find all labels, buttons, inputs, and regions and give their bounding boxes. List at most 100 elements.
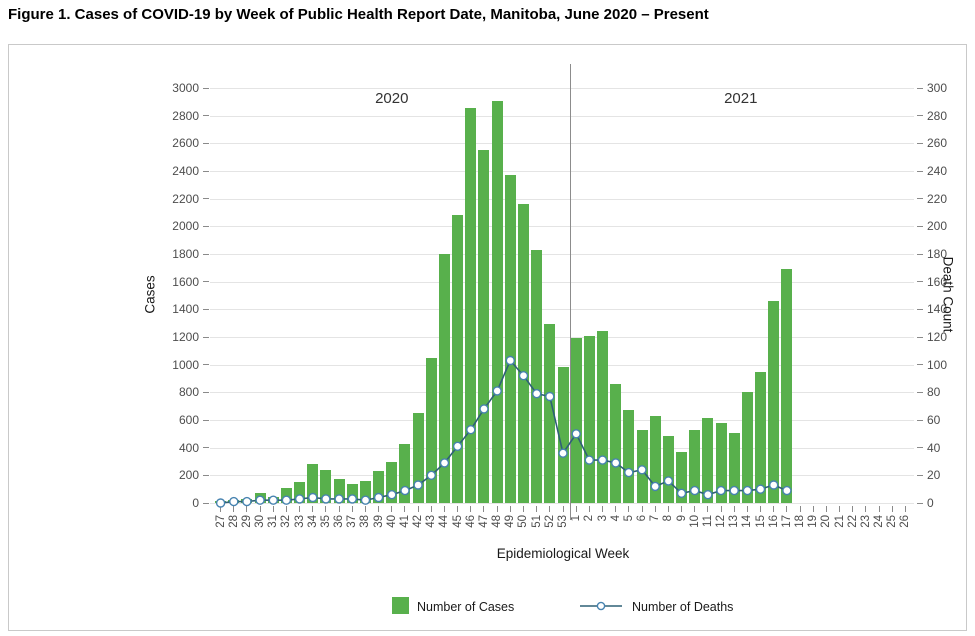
bar-week-5-2021 xyxy=(623,410,635,503)
x-tick-label-week-53-2020: 53 xyxy=(557,515,569,528)
y-left-tick-label-2600: 2600 xyxy=(172,136,199,151)
x-tick-label-week-51-2020: 51 xyxy=(530,515,543,528)
legend-cases-swatch xyxy=(392,597,409,614)
x-tick-week-49-2020 xyxy=(509,506,511,512)
bar-week-10-2021 xyxy=(689,429,701,503)
y-right-tick-label-20: 20 xyxy=(927,468,941,483)
x-tick-week-10-2021 xyxy=(694,506,696,512)
x-tick-label-week-45-2020: 45 xyxy=(451,515,464,528)
x-tick-label-week-12-2021: 12 xyxy=(715,515,728,528)
y-right-tick-label-300: 300 xyxy=(927,81,948,95)
bar-week-4-2021 xyxy=(610,384,622,503)
y-left-tick-3000 xyxy=(203,87,209,89)
bar-week-14-2021 xyxy=(741,392,753,503)
x-tick-label-week-2-2021: 2 xyxy=(583,515,596,522)
y-right-tick-80 xyxy=(917,391,923,393)
y-left-tick-label-200: 200 xyxy=(178,468,199,483)
x-tick-label-week-35-2020: 35 xyxy=(319,515,332,528)
y-left-tick-label-2000: 2000 xyxy=(172,219,199,234)
y-left-tick-label-2200: 2200 xyxy=(172,191,199,206)
x-tick-label-week-25-2021: 25 xyxy=(886,515,899,528)
bar-week-41-2020 xyxy=(399,443,411,503)
bar-week-11-2021 xyxy=(702,417,714,503)
x-tick-label-week-46-2020: 46 xyxy=(464,515,477,528)
x-tick-week-11-2021 xyxy=(707,506,709,512)
x-tick-week-45-2020 xyxy=(457,506,459,512)
x-tick-week-32-2020 xyxy=(285,506,287,512)
x-tick-label-week-32-2020: 32 xyxy=(280,515,293,528)
y-right-tick-140 xyxy=(917,308,923,310)
y-left-tick-label-1800: 1800 xyxy=(172,247,199,261)
bar-week-37-2020 xyxy=(346,483,358,503)
bar-week-31-2020 xyxy=(267,496,279,503)
x-tick-label-week-48-2020: 48 xyxy=(491,515,504,528)
bar-week-1-2021 xyxy=(570,338,582,503)
y-right-tick-260 xyxy=(917,142,923,144)
bar-week-51-2020 xyxy=(531,249,543,503)
bar-week-29-2020 xyxy=(241,498,253,503)
year-annotation-2021: 2021 xyxy=(724,90,758,107)
x-tick-label-week-36-2020: 36 xyxy=(333,515,346,528)
x-tick-label-week-1-2021: 1 xyxy=(570,515,583,522)
y-right-tick-0 xyxy=(917,502,923,504)
bar-week-2-2021 xyxy=(583,336,595,503)
x-tick-label-week-24-2021: 24 xyxy=(873,515,886,528)
bar-week-46-2020 xyxy=(465,108,477,503)
x-tick-label-week-28-2020: 28 xyxy=(227,515,240,528)
y-right-tick-20 xyxy=(917,474,923,476)
x-tick-label-week-33-2020: 33 xyxy=(293,515,306,528)
y-right-axis-title: Death Count xyxy=(940,256,956,333)
x-tick-label-week-34-2020: 34 xyxy=(306,515,319,528)
bar-week-44-2020 xyxy=(438,254,450,503)
legend-cases-label: Number of Cases xyxy=(417,600,515,614)
x-tick-week-39-2020 xyxy=(378,506,380,512)
x-tick-label-week-44-2020: 44 xyxy=(438,515,451,528)
x-tick-week-35-2020 xyxy=(325,506,327,512)
gridline-1000 xyxy=(210,364,914,366)
y-right-tick-180 xyxy=(917,253,923,255)
x-tick-label-week-50-2020: 50 xyxy=(517,515,530,528)
y-right-tick-label-200: 200 xyxy=(927,219,948,234)
x-tick-label-week-41-2020: 41 xyxy=(398,515,411,528)
gridline-1400 xyxy=(210,309,914,311)
x-tick-label-week-37-2020: 37 xyxy=(346,515,359,528)
x-tick-week-18-2021 xyxy=(799,506,801,512)
x-tick-week-24-2021 xyxy=(878,506,880,512)
x-tick-label-week-16-2021: 16 xyxy=(767,515,780,528)
year-divider-line xyxy=(569,64,571,520)
x-tick-label-week-42-2020: 42 xyxy=(412,515,425,528)
x-tick-label-week-3-2021: 3 xyxy=(596,515,609,522)
y-left-tick-1200 xyxy=(203,336,209,338)
x-tick-week-36-2020 xyxy=(338,506,340,512)
x-tick-week-3-2021 xyxy=(602,506,603,512)
x-tick-label-week-4-2021: 4 xyxy=(609,515,622,522)
y-right-tick-200 xyxy=(917,225,923,227)
y-left-axis-title: Cases xyxy=(142,275,158,314)
x-tick-week-43-2020 xyxy=(430,506,432,512)
bar-week-12-2021 xyxy=(715,422,727,503)
y-left-tick-2200 xyxy=(203,198,209,200)
y-left-tick-label-1600: 1600 xyxy=(172,274,199,289)
x-tick-week-41-2020 xyxy=(404,506,406,512)
bar-week-27-2020 xyxy=(215,500,227,503)
bar-week-30-2020 xyxy=(254,493,266,503)
x-tick-label-week-22-2021: 22 xyxy=(846,515,859,528)
x-tick-week-44-2020 xyxy=(443,506,445,512)
x-tick-week-42-2020 xyxy=(417,506,419,512)
y-right-tick-label-140: 140 xyxy=(927,302,948,317)
y-left-tick-200 xyxy=(203,474,209,476)
y-right-tick-160 xyxy=(917,281,923,283)
bar-week-39-2020 xyxy=(373,471,385,503)
y-right-tick-label-100: 100 xyxy=(927,357,948,372)
y-right-tick-label-280: 280 xyxy=(927,108,948,123)
x-tick-week-6-2021 xyxy=(641,506,643,512)
y-right-tick-label-60: 60 xyxy=(927,413,941,427)
bar-week-52-2020 xyxy=(544,323,556,503)
x-tick-week-53-2020 xyxy=(562,506,564,512)
x-tick-label-week-8-2021: 8 xyxy=(662,515,675,522)
x-tick-label-week-27-2020: 27 xyxy=(214,515,227,528)
y-right-tick-40 xyxy=(917,447,923,449)
x-tick-label-week-30-2020: 30 xyxy=(254,515,267,528)
bar-week-17-2021 xyxy=(781,269,793,503)
gridline-0 xyxy=(210,503,914,504)
